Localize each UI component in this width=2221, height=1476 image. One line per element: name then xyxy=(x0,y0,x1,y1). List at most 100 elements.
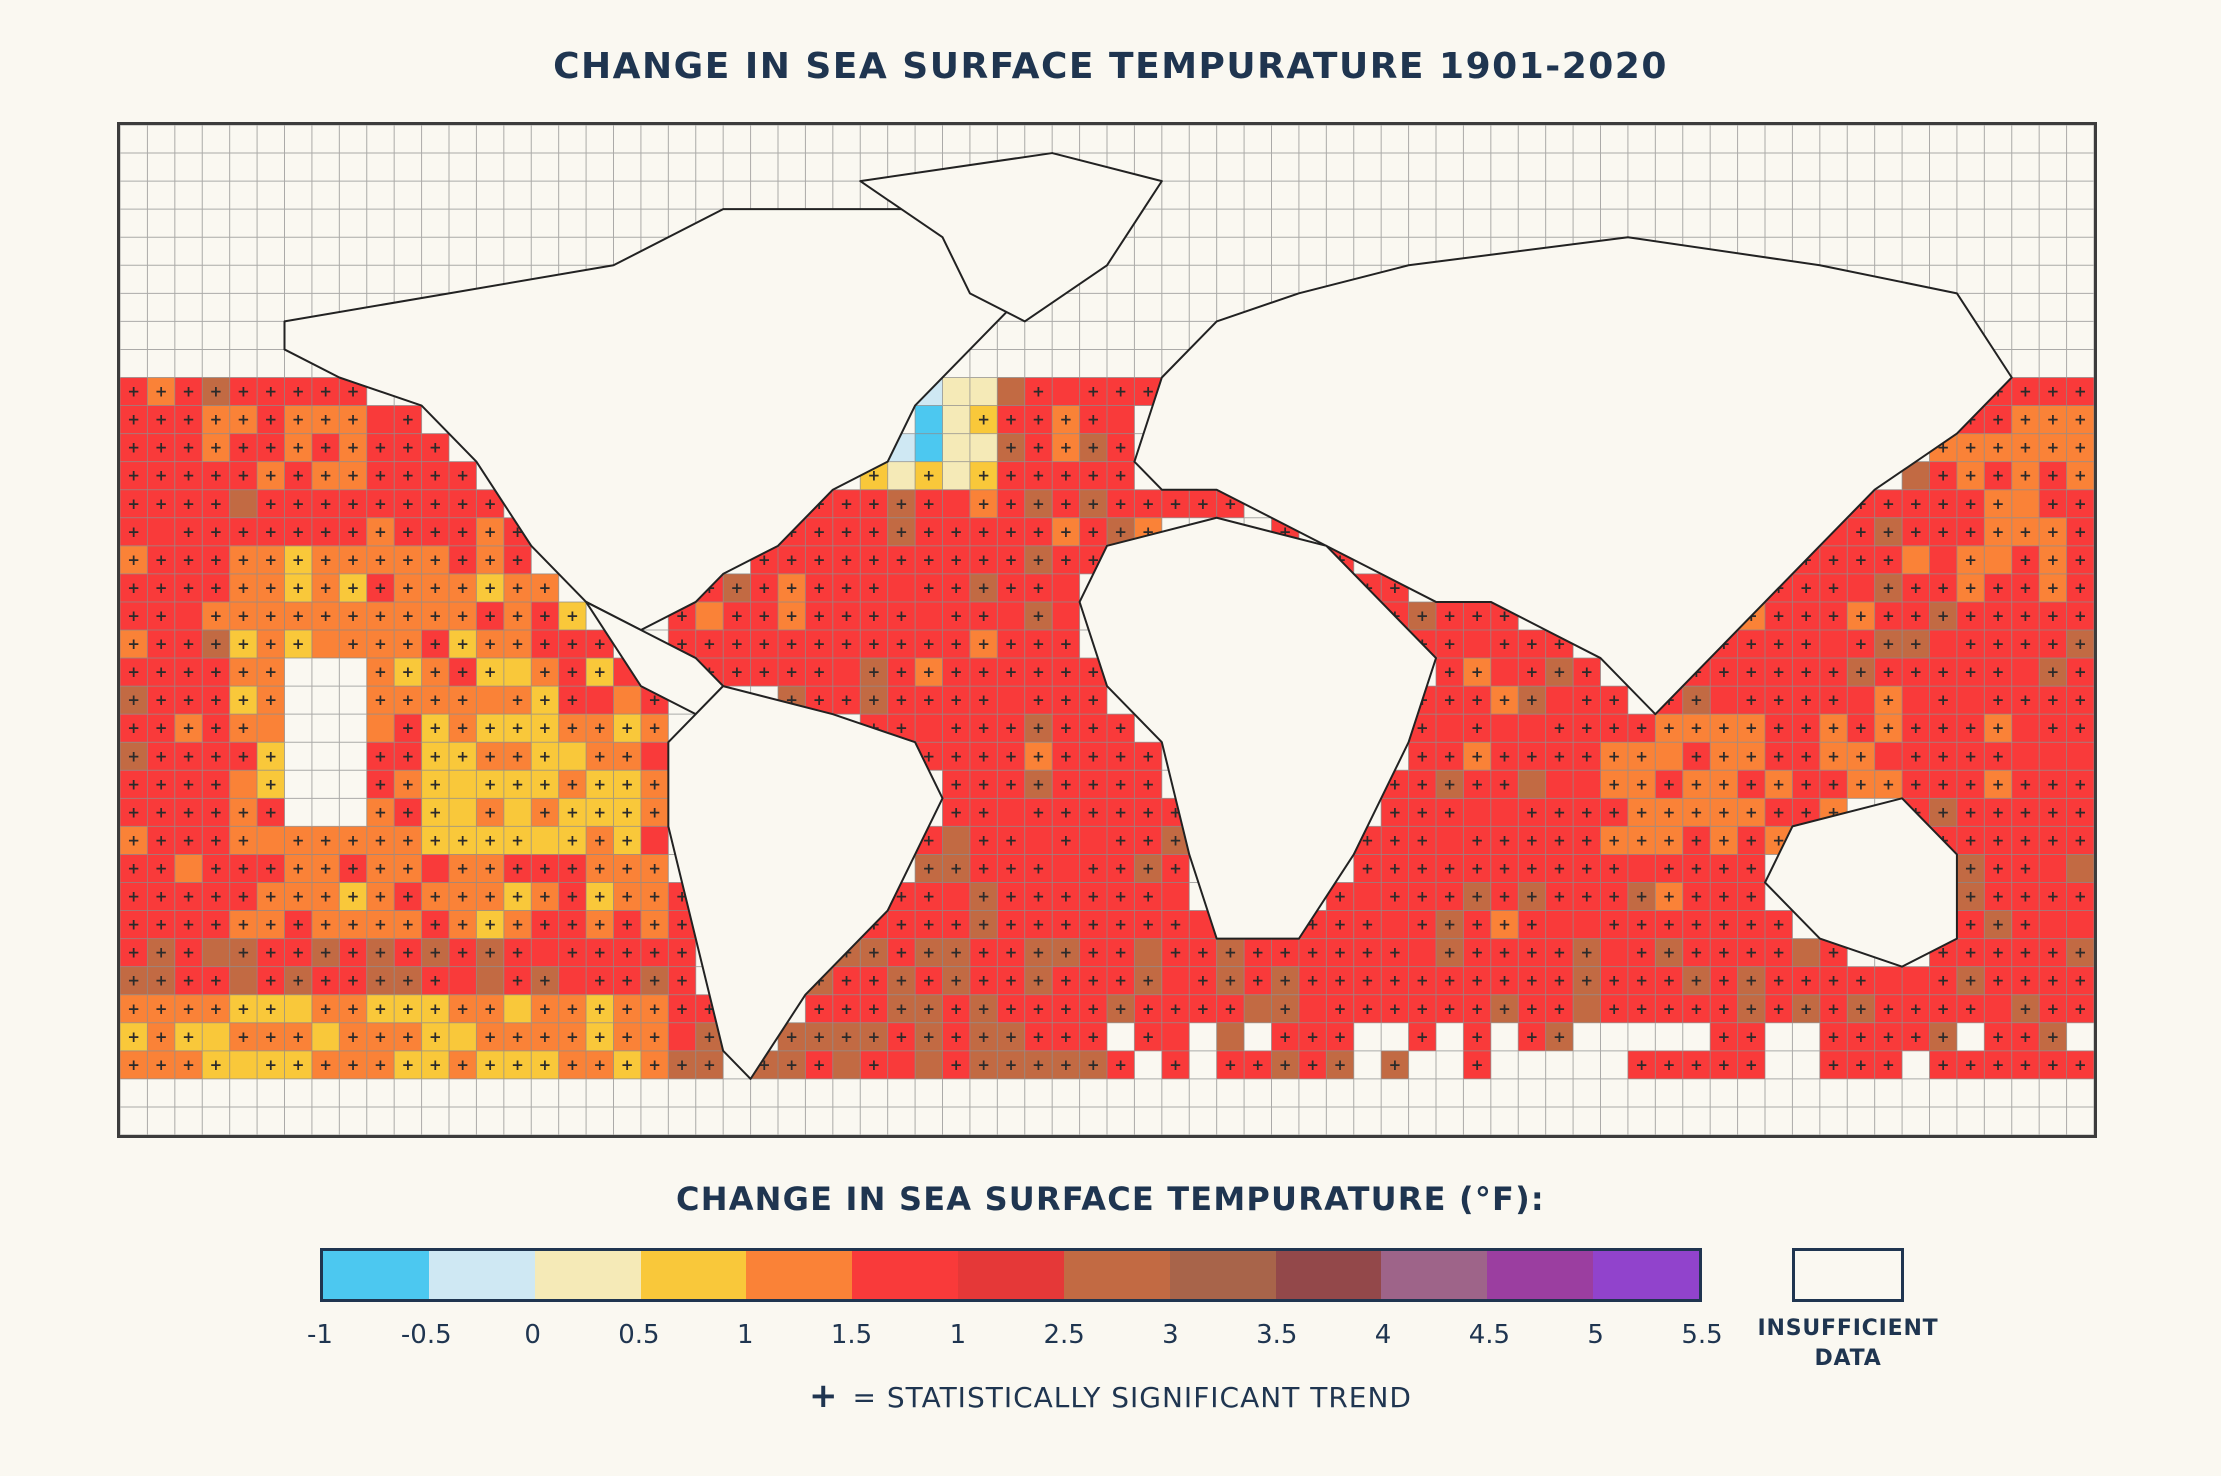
significance-plus: + xyxy=(1553,719,1566,737)
temperature-cell xyxy=(1956,545,1985,574)
temperature-cell xyxy=(1929,601,1957,630)
significance-plus: + xyxy=(950,916,963,934)
significance-plus: + xyxy=(1142,1000,1155,1018)
significance-plus: + xyxy=(210,607,223,625)
temperature-cell xyxy=(1573,938,1601,967)
temperature-cell xyxy=(1024,770,1053,799)
temperature-cell xyxy=(1573,994,1601,1023)
temperature-cell xyxy=(2039,377,2067,406)
temperature-cell xyxy=(640,910,669,939)
significance-plus: + xyxy=(265,888,278,906)
significance-plus: + xyxy=(237,1000,250,1018)
temperature-cell xyxy=(1984,714,2012,743)
temperature-cell xyxy=(723,630,751,659)
significance-plus: + xyxy=(2047,803,2060,821)
significance-plus: + xyxy=(429,579,442,597)
temperature-cell xyxy=(997,770,1025,799)
temperature-cell xyxy=(147,742,175,771)
temperature-cell xyxy=(1874,742,1903,771)
temperature-cell xyxy=(969,966,998,995)
temperature-cell xyxy=(1573,714,1601,743)
temperature-cell xyxy=(120,742,148,771)
temperature-cell xyxy=(1956,826,1985,855)
temperature-cell xyxy=(1545,910,1574,939)
color-scale-tick-label: 3 xyxy=(1162,1320,1179,1350)
temperature-cell xyxy=(1381,938,1409,967)
temperature-cell xyxy=(1902,966,1930,995)
temperature-cell xyxy=(202,405,230,434)
significance-plus: + xyxy=(1663,831,1676,849)
temperature-cell xyxy=(1545,798,1574,827)
significance-plus: + xyxy=(1389,1056,1402,1074)
significance-plus: + xyxy=(594,1000,607,1018)
temperature-cell xyxy=(311,545,340,574)
temperature-cell xyxy=(1024,826,1053,855)
significance-plus: + xyxy=(265,1056,278,1074)
significance-plus: + xyxy=(1087,775,1100,793)
significance-plus: + xyxy=(1087,691,1100,709)
temperature-cell xyxy=(1682,742,1711,771)
temperature-cell xyxy=(915,882,943,911)
significance-plus: + xyxy=(484,495,497,513)
significance-plus: + xyxy=(1745,831,1758,849)
temperature-cell xyxy=(997,573,1025,602)
temperature-cell xyxy=(1929,994,1957,1023)
significance-plus: + xyxy=(1964,607,1977,625)
significance-plus: + xyxy=(566,1028,579,1046)
significance-plus: + xyxy=(127,1028,140,1046)
significance-plus: + xyxy=(1690,888,1703,906)
significance-plus: + xyxy=(1471,1000,1484,1018)
significance-plus: + xyxy=(1032,383,1045,401)
significance-plus: + xyxy=(1526,747,1539,765)
significance-plus: + xyxy=(566,775,579,793)
significance-plus: + xyxy=(1937,579,1950,597)
temperature-cell xyxy=(311,433,340,462)
temperature-cell xyxy=(1052,826,1080,855)
significance-plus: + xyxy=(1581,859,1594,877)
significance-plus: + xyxy=(923,831,936,849)
temperature-cell xyxy=(2066,545,2094,574)
significance-plus: + xyxy=(868,1056,881,1074)
significance-plus: + xyxy=(1718,831,1731,849)
significance-plus: + xyxy=(1882,579,1895,597)
significance-plus: + xyxy=(1882,523,1895,541)
temperature-cell xyxy=(1436,994,1464,1023)
significance-plus: + xyxy=(1416,747,1429,765)
significance-plus: + xyxy=(1361,944,1374,962)
significance-plus: + xyxy=(484,1056,497,1074)
temperature-cell xyxy=(229,545,258,574)
temperature-cell xyxy=(1874,658,1903,687)
temperature-cell xyxy=(257,573,285,602)
temperature-cell xyxy=(942,517,970,546)
significance-plus: + xyxy=(840,1028,853,1046)
temperature-cell xyxy=(1902,517,1930,546)
significance-plus: + xyxy=(1937,607,1950,625)
significance-plus: + xyxy=(456,551,469,569)
temperature-cell xyxy=(1902,601,1930,630)
significance-plus: + xyxy=(319,916,332,934)
significance-plus: + xyxy=(1992,411,2005,429)
significance-plus: + xyxy=(1992,944,2005,962)
significance-plus: + xyxy=(237,1028,250,1046)
significance-plus: + xyxy=(265,972,278,990)
significance-plus: + xyxy=(648,1056,661,1074)
temperature-cell xyxy=(1874,517,1903,546)
temperature-cell xyxy=(1929,573,1957,602)
significance-plus: + xyxy=(1635,803,1648,821)
significance-plus: + xyxy=(1855,1056,1868,1074)
temperature-cell xyxy=(915,686,943,715)
temperature-cell xyxy=(832,573,861,602)
significance-plus: + xyxy=(1114,944,1127,962)
significance-plus: + xyxy=(1718,1056,1731,1074)
temperature-cell xyxy=(1819,658,1848,687)
significance-plus: + xyxy=(1526,691,1539,709)
significance-plus: + xyxy=(1800,635,1813,653)
significance-plus: + xyxy=(347,383,360,401)
significance-plus: + xyxy=(511,916,524,934)
temperature-cell xyxy=(449,573,477,602)
significance-plus: + xyxy=(1498,775,1511,793)
temperature-cell xyxy=(531,854,559,883)
significance-plus: + xyxy=(1087,803,1100,821)
temperature-cell xyxy=(915,545,943,574)
significance-plus: + xyxy=(1635,916,1648,934)
